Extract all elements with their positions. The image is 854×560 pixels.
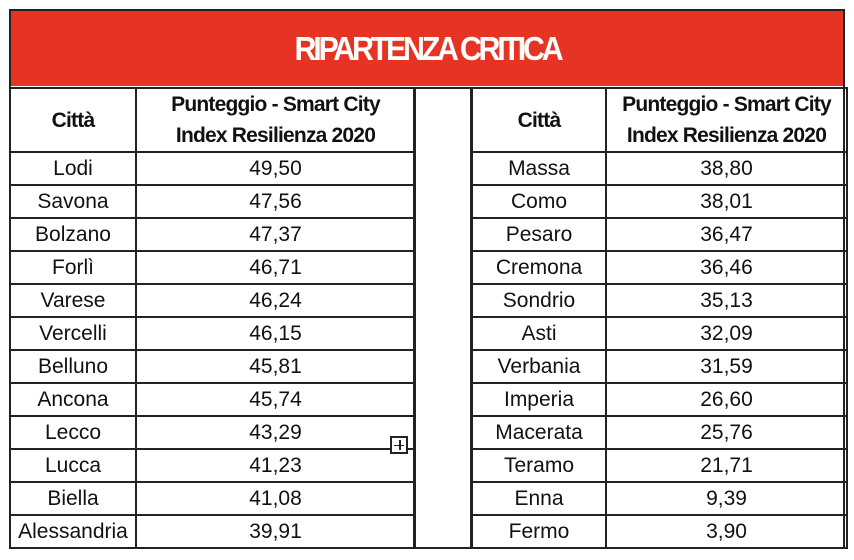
city-cell: Como	[471, 184, 607, 219]
score-cell: 47,56	[135, 184, 416, 219]
city-cell: Cremona	[471, 250, 607, 285]
score-cell: 46,15	[135, 316, 416, 351]
table-row: Savona 47,56	[9, 184, 416, 219]
city-cell: Enna	[471, 481, 607, 516]
table-row: Massa 38,80	[471, 151, 848, 186]
city-cell: Lecco	[9, 415, 137, 450]
table-row: Cremona 36,46	[471, 250, 848, 285]
score-header-line1: Punteggio - Smart City	[622, 93, 832, 116]
table-row: Imperia 26,60	[471, 382, 848, 417]
table-row: Fermo 3,90	[471, 514, 848, 549]
city-cell: Alessandria	[9, 514, 137, 549]
score-header-line1: Punteggio - Smart City	[171, 93, 381, 116]
table-row: Belluno 45,81	[9, 349, 416, 384]
score-cell: 31,59	[605, 349, 848, 384]
table-row: Macerata 25,76	[471, 415, 848, 450]
table-row: Teramo 21,71	[471, 448, 848, 483]
score-cell: 38,80	[605, 151, 848, 186]
score-cell: 36,46	[605, 250, 848, 285]
city-cell: Belluno	[9, 349, 137, 384]
score-cell: 45,81	[135, 349, 416, 384]
city-header: Città	[471, 87, 607, 153]
score-cell: 9,39	[605, 481, 848, 516]
score-cell: 36,47	[605, 217, 848, 252]
table-row: Forlì 46,71	[9, 250, 416, 285]
table-row: Ancona 45,74	[9, 382, 416, 417]
table-row: Asti 32,09	[471, 316, 848, 351]
score-cell: 46,71	[135, 250, 416, 285]
city-cell: Forlì	[9, 250, 137, 285]
score-cell: 41,23	[135, 448, 416, 483]
table-row: Pesaro 36,47	[471, 217, 848, 252]
city-cell: Ancona	[9, 382, 137, 417]
city-cell: Lodi	[9, 151, 137, 186]
city-cell: Varese	[9, 283, 137, 318]
table-row: Lodi 49,50	[9, 151, 416, 186]
city-header: Città	[9, 87, 137, 153]
right-table: Città Punteggio - Smart City Index Resili…	[471, 87, 848, 549]
score-cell: 39,91	[135, 514, 416, 549]
score-cell: 46,24	[135, 283, 416, 318]
city-cell: Bolzano	[9, 217, 137, 252]
left-table: Città Punteggio - Smart City Index Resili…	[9, 87, 416, 549]
table-row: Vercelli 46,15	[9, 316, 416, 351]
score-cell: 3,90	[605, 514, 848, 549]
city-cell: Imperia	[471, 382, 607, 417]
city-cell: Pesaro	[471, 217, 607, 252]
table-row: Lecco 43,29	[9, 415, 416, 450]
table-move-handle-icon[interactable]	[390, 436, 408, 454]
city-cell: Teramo	[471, 448, 607, 483]
title-banner: RIPARTENZA CRITICA	[11, 11, 843, 86]
score-cell: 41,08	[135, 481, 416, 516]
table-row: Alessandria 39,91	[9, 514, 416, 549]
table-row: Enna 9,39	[471, 481, 848, 516]
score-cell: 49,50	[135, 151, 416, 186]
city-cell: Biella	[9, 481, 137, 516]
city-cell: Asti	[471, 316, 607, 351]
score-cell: 47,37	[135, 217, 416, 252]
table-row: Como 38,01	[471, 184, 848, 219]
score-header: Punteggio - Smart City Index Resilienza 2…	[605, 87, 848, 153]
table-row: Bolzano 47,37	[9, 217, 416, 252]
spacer-column	[413, 87, 472, 549]
header-row: Città Punteggio - Smart City Index Resili…	[471, 87, 848, 153]
score-header-line2: Index Resilienza 2020	[626, 124, 827, 147]
score-header-line2: Index Resilienza 2020	[175, 124, 376, 147]
city-cell: Verbania	[471, 349, 607, 384]
table-row: Biella 41,08	[9, 481, 416, 516]
city-cell: Lucca	[9, 448, 137, 483]
score-header: Punteggio - Smart City Index Resilienza 2…	[135, 87, 416, 153]
city-cell: Sondrio	[471, 283, 607, 318]
header-row: Città Punteggio - Smart City Index Resili…	[9, 87, 416, 153]
score-cell: 25,76	[605, 415, 848, 450]
city-cell: Massa	[471, 151, 607, 186]
score-cell: 43,29	[135, 415, 416, 450]
city-cell: Savona	[9, 184, 137, 219]
page-title: RIPARTENZA CRITICA	[294, 29, 563, 67]
score-cell: 32,09	[605, 316, 848, 351]
table-row: Varese 46,24	[9, 283, 416, 318]
score-cell: 45,74	[135, 382, 416, 417]
table-row: Lucca 41,23	[9, 448, 416, 483]
city-cell: Fermo	[471, 514, 607, 549]
city-cell: Macerata	[471, 415, 607, 450]
score-cell: 21,71	[605, 448, 848, 483]
table-row: Sondrio 35,13	[471, 283, 848, 318]
city-cell: Vercelli	[9, 316, 137, 351]
score-cell: 38,01	[605, 184, 848, 219]
table-row: Verbania 31,59	[471, 349, 848, 384]
score-cell: 26,60	[605, 382, 848, 417]
score-cell: 35,13	[605, 283, 848, 318]
